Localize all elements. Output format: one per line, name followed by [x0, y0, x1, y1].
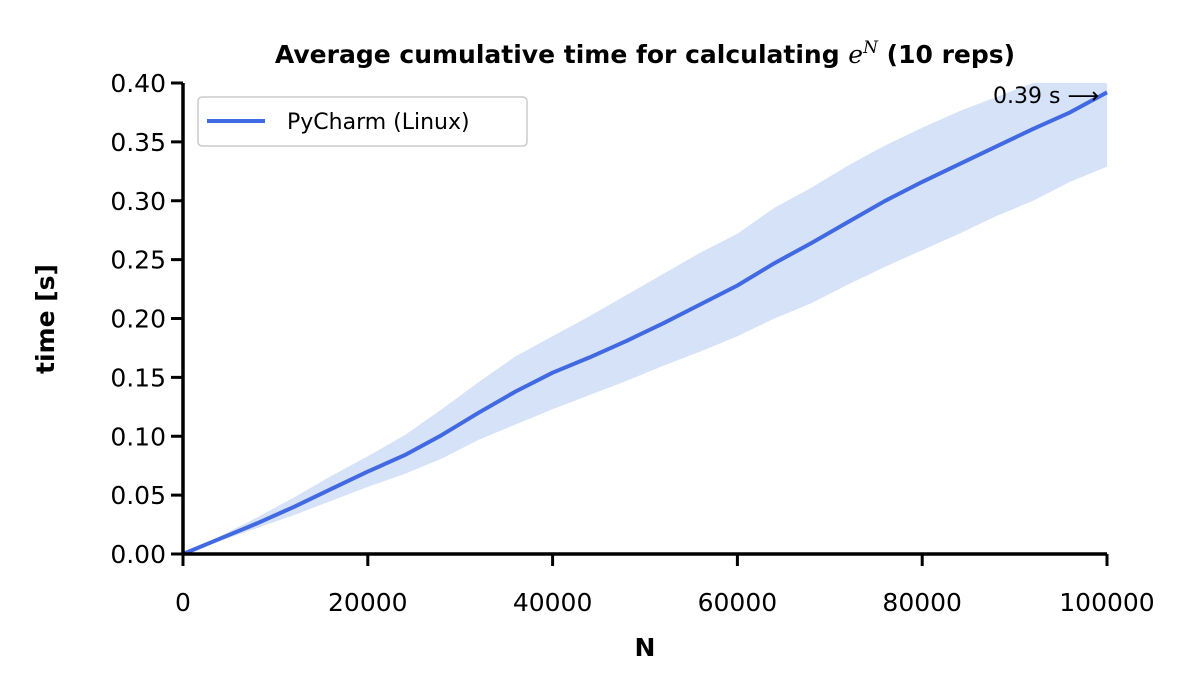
chart-title-prefix: Average cumulative time for calculating [275, 40, 848, 69]
axes: 0.00 0.05 0.10 0.15 0.20 0.25 0.30 0.35 0.40 0 200… [110, 69, 1154, 617]
legend-label: PyCharm (Linux) [287, 110, 470, 135]
x-tick-label: 0 [175, 588, 191, 617]
legend: PyCharm (Linux) [197, 96, 528, 147]
x-tick-label: 100000 [1059, 588, 1154, 617]
chart-title: Average cumulative time for calculating … [275, 38, 1015, 69]
x-tick-label: 40000 [513, 588, 593, 617]
y-axis-label: time [s] [31, 264, 60, 374]
series-band [183, 83, 1107, 554]
confidence-band-layer [183, 83, 1107, 554]
chart-title-sup: N [862, 38, 879, 58]
series-line-layer [182, 90, 1108, 556]
end-value-annotation: 0.39 s ⟶ [993, 84, 1099, 109]
series-line [182, 90, 1108, 556]
y-tick-label: 0.15 [110, 363, 166, 392]
x-tick-label: 60000 [698, 588, 778, 617]
chart-title-base: e [848, 40, 863, 69]
annotations: 0.39 s ⟶ [993, 84, 1099, 109]
y-tick-label: 0.35 [110, 128, 166, 157]
y-tick-label: 0.25 [110, 246, 166, 275]
legend-frame [197, 96, 528, 147]
y-tick-label: 0.00 [110, 540, 166, 569]
x-tick-label: 20000 [328, 588, 408, 617]
x-tick-label: 80000 [882, 588, 962, 617]
x-axis-label: N [635, 633, 656, 662]
chart-title-suffix: (10 reps) [878, 40, 1015, 69]
y-tick-label: 0.10 [110, 422, 166, 451]
y-tick-label: 0.40 [110, 69, 166, 98]
y-tick-label: 0.30 [110, 187, 166, 216]
y-tick-label: 0.05 [110, 481, 166, 510]
y-tick-label: 0.20 [110, 305, 166, 334]
